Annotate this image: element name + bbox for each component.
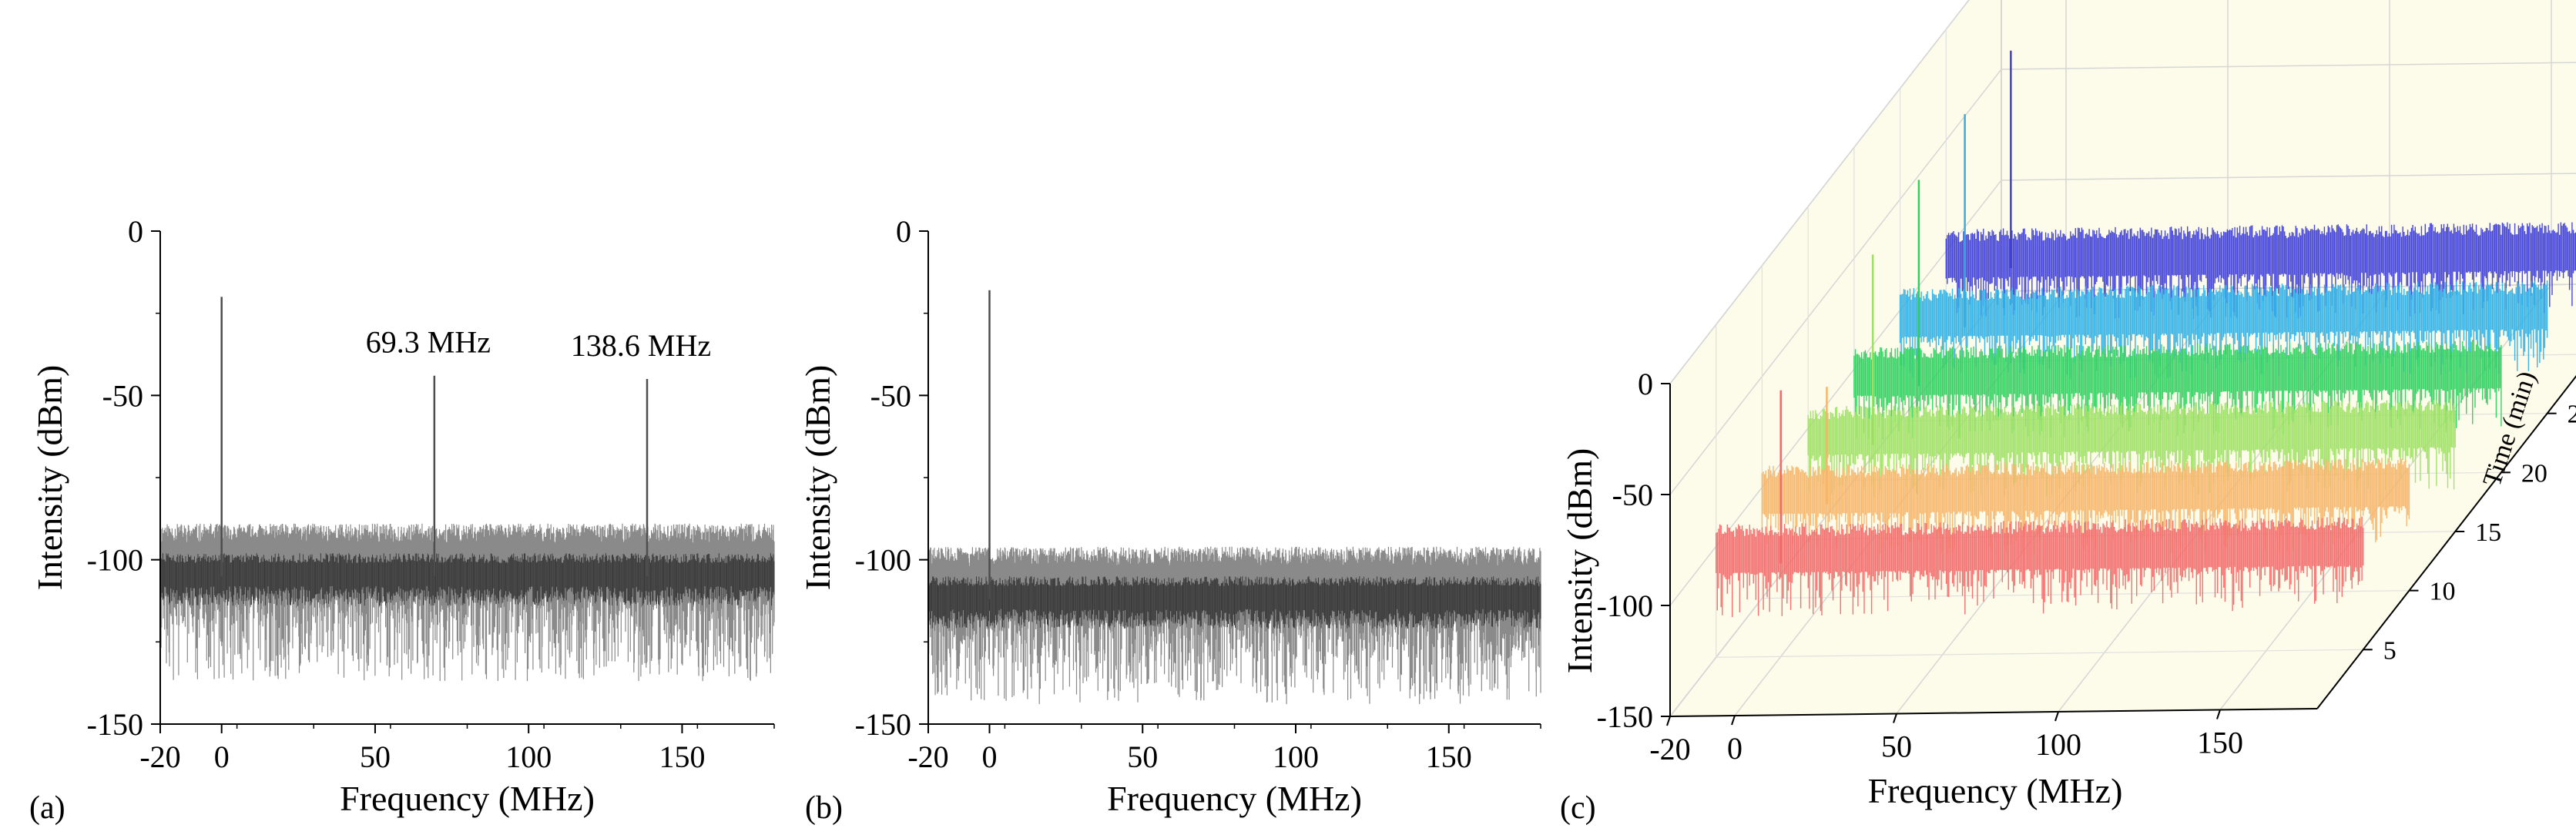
y-tick-label: -100: [87, 543, 143, 578]
x-tick-label: 150: [659, 739, 705, 774]
y-tick-label: -150: [87, 707, 143, 742]
y-tick-label: 0: [128, 214, 143, 249]
x-tick-label: -20: [1649, 732, 1690, 766]
y-tick-label: -150: [855, 707, 911, 742]
peak-label: 69.3 MHz: [366, 325, 491, 360]
y-tick-label: -150: [1597, 699, 1653, 734]
y-tick-label: -50: [870, 378, 911, 413]
x-tick: [2216, 709, 2221, 719]
panel-a-label: (a): [29, 790, 65, 826]
series-trace: [1761, 458, 2410, 555]
x-tick-label: 100: [1273, 739, 1319, 774]
y-tick-label: -100: [1597, 589, 1653, 623]
grid-line: [1716, 649, 2363, 658]
x-tick-label: 0: [982, 739, 998, 774]
x-tick-label: 50: [360, 739, 391, 774]
time-tick-label: 10: [2429, 578, 2455, 606]
x-tick-label: 150: [2197, 726, 2243, 760]
time-tick-label: 25: [2568, 401, 2576, 429]
time-axis: [2316, 375, 2576, 709]
y-axis-label: Intensity (dBm): [798, 365, 837, 591]
x-axis-label: Frequency (MHz): [340, 779, 595, 818]
peak-label: 138.6 MHz: [571, 328, 711, 363]
series-trace: [1945, 222, 2576, 320]
x-tick-label: 50: [1881, 729, 1912, 764]
panel-c: (c) -200501001500-50-100-15051015202530F…: [1560, 0, 2576, 826]
x-tick-label: 100: [2035, 727, 2081, 762]
y-axis-label: Intensity (dBm): [1560, 448, 1599, 674]
x-tick-label: 0: [1727, 731, 1742, 766]
x-tick-label: 0: [214, 739, 230, 774]
x-tick-label: -20: [139, 739, 180, 774]
series-trace: [1807, 398, 2456, 498]
time-tick-label: 15: [2475, 518, 2501, 547]
x-tick: [2054, 711, 2059, 722]
y-tick-label: -50: [1612, 478, 1653, 512]
panel-a: (a) 69.3 MHz 138.6 MHz -20 0 50 100 150 0 -50 -10…: [29, 214, 775, 826]
y-axis-label: Intensity (dBm): [30, 365, 69, 591]
x-axis-label: Frequency (MHz): [1107, 779, 1362, 818]
time-tick-label: 20: [2521, 459, 2547, 488]
y-tick-label: 0: [1638, 367, 1653, 401]
x-tick-label: -20: [907, 739, 948, 774]
y-tick-label: 0: [896, 214, 911, 249]
x-tick: [1731, 715, 1736, 726]
x-tick-label: 100: [505, 739, 552, 774]
panel-b: (b) -20 0 50 100 150 0 -50 -100 -150 Frequency (M…: [798, 214, 1541, 826]
y-tick-label: -50: [102, 378, 143, 413]
x-tick: [1666, 716, 1671, 726]
x-tick-label: 150: [1426, 739, 1472, 774]
time-tick-label: 5: [2383, 636, 2397, 665]
y-tick-label: -100: [855, 543, 911, 578]
series-trace: [1716, 516, 2364, 618]
series-trace: [1899, 280, 2548, 379]
x-axis: [1669, 708, 2318, 717]
panel-c-label: (c): [1560, 790, 1596, 826]
x-tick-label: 50: [1127, 739, 1158, 774]
grid-line: [1669, 62, 2576, 495]
grid-line: [1762, 590, 2410, 599]
grid-line: [1669, 0, 1970, 384]
x-axis-label: Frequency (MHz): [1868, 771, 2123, 810]
series-trace: [1853, 339, 2502, 440]
x-tick: [1893, 713, 1897, 723]
panel-b-label: (b): [805, 790, 843, 826]
